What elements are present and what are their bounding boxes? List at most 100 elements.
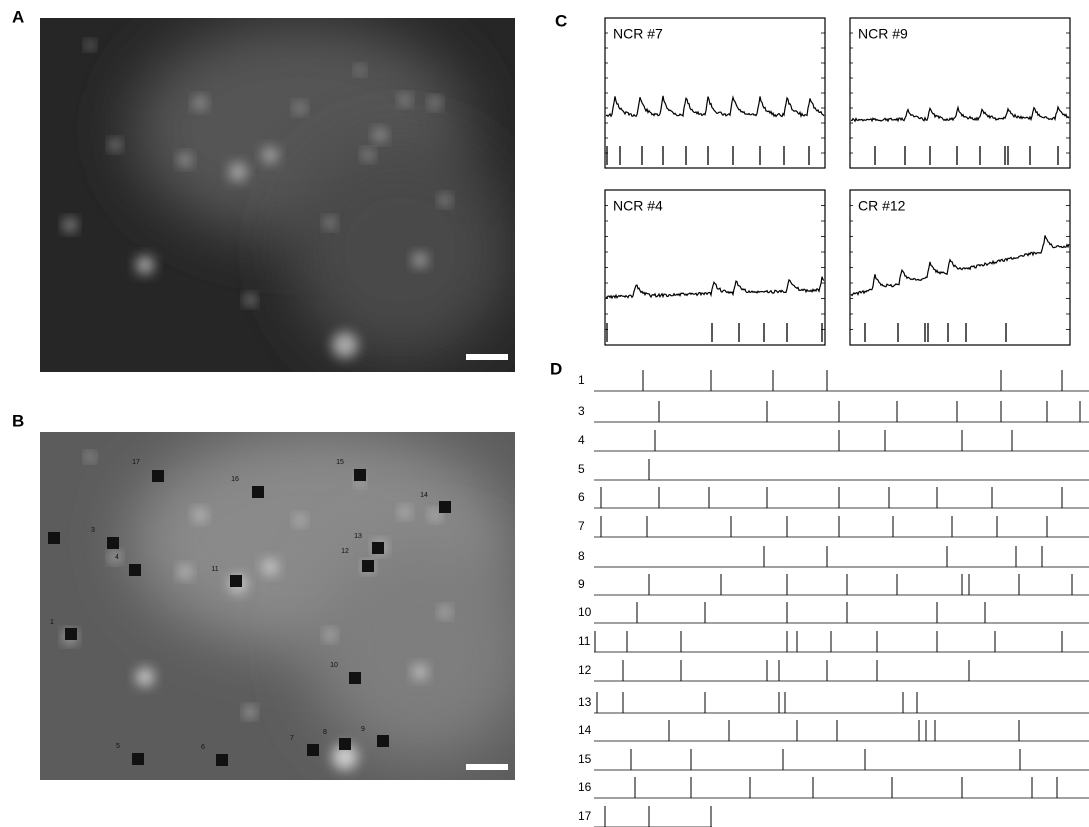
plot-frame [849, 17, 1071, 169]
row-label: 10 [578, 605, 592, 619]
marker-label: 11 [211, 566, 218, 573]
marker [307, 744, 319, 756]
row-label: 15 [578, 752, 592, 766]
row-label: 1 [578, 373, 585, 387]
cell [440, 607, 450, 617]
cell [332, 332, 358, 358]
cell [295, 103, 305, 113]
panel-letter: B [12, 411, 24, 430]
cell [245, 707, 255, 717]
marker-label: 8 [323, 729, 327, 736]
row-label: 6 [578, 490, 585, 504]
row-label: 4 [578, 433, 585, 447]
marker-label: 17 [132, 459, 140, 466]
cell [86, 453, 94, 461]
cell [110, 140, 120, 150]
cell [262, 147, 278, 163]
cell [325, 218, 335, 228]
cell [136, 668, 154, 686]
marker-label: 13 [354, 533, 362, 540]
marker-label: 3 [91, 527, 95, 534]
cell [194, 509, 206, 521]
glow [310, 540, 515, 760]
marker-label: 10 [330, 662, 338, 669]
marker-label: 4 [115, 554, 119, 561]
cell [110, 552, 120, 562]
marker [354, 469, 366, 481]
marker [48, 532, 60, 544]
marker [65, 628, 77, 640]
marker-label: 16 [231, 476, 239, 483]
row-label: 14 [578, 723, 592, 737]
cell [86, 41, 94, 49]
row-label: 11 [578, 634, 591, 648]
cell [295, 515, 305, 525]
cell [413, 665, 427, 679]
cell [363, 150, 373, 160]
cell [440, 195, 450, 205]
row-label: 5 [578, 462, 585, 476]
panel-letter: C [555, 11, 567, 30]
row-label: 9 [578, 577, 585, 591]
cell [332, 744, 358, 770]
plot-title: NCR #4 [613, 198, 663, 214]
plot-frame [604, 189, 826, 346]
cell [430, 510, 440, 520]
row-label: 13 [578, 695, 592, 709]
row-label: 16 [578, 780, 592, 794]
marker [362, 560, 374, 572]
cell [262, 559, 278, 575]
trace [605, 276, 825, 300]
cell [325, 630, 335, 640]
cell [430, 98, 440, 108]
marker [216, 754, 228, 766]
marker-label: 1 [50, 619, 54, 626]
marker [152, 470, 164, 482]
marker [439, 501, 451, 513]
cell [194, 97, 206, 109]
marker-label: 6 [201, 744, 205, 751]
trace [850, 235, 1070, 297]
marker-label: 9 [361, 726, 365, 733]
row-label: 17 [578, 809, 592, 823]
marker [349, 672, 361, 684]
micrograph [40, 18, 515, 372]
cell [374, 129, 386, 141]
scale-bar [466, 354, 508, 360]
glow [290, 140, 510, 360]
marker-label: 12 [341, 548, 349, 555]
cell [229, 163, 247, 181]
plot-title: NCR #9 [858, 26, 908, 42]
cell [356, 66, 364, 74]
trace [850, 105, 1070, 123]
cell [136, 256, 154, 274]
marker [252, 486, 264, 498]
scale-bar [466, 764, 508, 770]
marker [132, 753, 144, 765]
marker [377, 735, 389, 747]
cell [64, 219, 76, 231]
panel-letter: A [12, 7, 24, 26]
trace [605, 95, 825, 119]
panel-letter: D [550, 359, 562, 378]
marker-label: 5 [116, 743, 120, 750]
cell [179, 566, 191, 578]
plot-title: CR #12 [858, 198, 906, 214]
marker [339, 738, 351, 750]
row-label: 3 [578, 404, 585, 418]
marker [372, 542, 384, 554]
plot-title: NCR #7 [613, 26, 663, 42]
row-label: 8 [578, 549, 585, 563]
cell [400, 507, 410, 517]
marker-label: 7 [290, 735, 294, 742]
cell [413, 253, 427, 267]
cell [179, 154, 191, 166]
cell [400, 95, 410, 105]
marker-label: 14 [420, 492, 428, 499]
row-label: 12 [578, 663, 592, 677]
marker [107, 537, 119, 549]
marker [129, 564, 141, 576]
row-label: 7 [578, 519, 585, 533]
